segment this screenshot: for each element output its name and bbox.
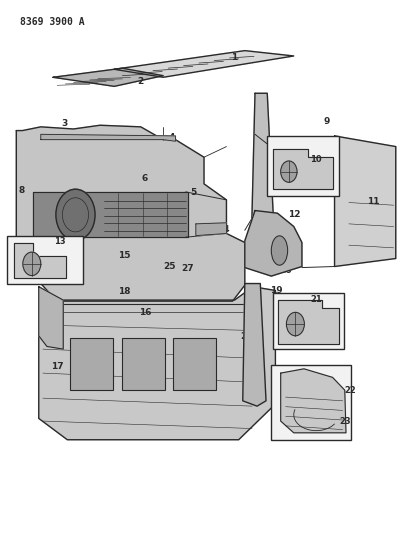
Text: 8: 8 — [18, 186, 24, 195]
Circle shape — [286, 312, 304, 336]
Text: 2: 2 — [137, 77, 144, 86]
Text: 22: 22 — [345, 386, 357, 394]
Text: 24: 24 — [217, 225, 230, 233]
Polygon shape — [14, 243, 66, 278]
Text: 1: 1 — [231, 53, 238, 61]
Text: 14: 14 — [250, 261, 262, 269]
Ellipse shape — [271, 236, 288, 265]
Text: 27: 27 — [182, 264, 194, 273]
Polygon shape — [243, 284, 266, 406]
Circle shape — [281, 161, 297, 182]
Polygon shape — [16, 125, 245, 301]
Text: 18: 18 — [118, 287, 131, 295]
Text: 10: 10 — [310, 156, 322, 164]
Text: 11: 11 — [367, 197, 379, 206]
Polygon shape — [196, 223, 226, 236]
FancyBboxPatch shape — [271, 365, 351, 440]
Bar — [173, 338, 216, 390]
FancyBboxPatch shape — [267, 136, 339, 196]
Polygon shape — [251, 93, 275, 269]
Polygon shape — [33, 192, 188, 237]
Polygon shape — [281, 369, 346, 433]
Text: 12: 12 — [288, 210, 301, 219]
Text: 25: 25 — [163, 262, 175, 271]
Bar — [70, 338, 113, 390]
FancyBboxPatch shape — [273, 293, 344, 349]
Text: 13: 13 — [54, 237, 65, 246]
Text: 16: 16 — [139, 309, 151, 317]
FancyBboxPatch shape — [7, 236, 83, 284]
Polygon shape — [41, 134, 175, 141]
Text: 23: 23 — [339, 417, 351, 425]
Polygon shape — [273, 149, 333, 189]
Polygon shape — [335, 136, 396, 266]
Text: 4: 4 — [168, 133, 175, 142]
Text: 19: 19 — [271, 286, 283, 295]
Polygon shape — [278, 300, 339, 344]
Circle shape — [56, 189, 95, 240]
Text: 8369 3900 A: 8369 3900 A — [20, 17, 85, 27]
Polygon shape — [39, 287, 275, 440]
Text: 3: 3 — [61, 119, 68, 128]
Text: 26: 26 — [279, 266, 292, 275]
Text: 9: 9 — [323, 117, 330, 126]
Text: 20: 20 — [240, 333, 252, 341]
Polygon shape — [114, 51, 294, 77]
Polygon shape — [245, 211, 302, 276]
Text: 15: 15 — [118, 252, 131, 260]
Text: 5: 5 — [191, 189, 197, 197]
Polygon shape — [53, 68, 163, 86]
Bar — [122, 338, 165, 390]
Text: 17: 17 — [51, 362, 63, 371]
Polygon shape — [39, 287, 63, 349]
Text: 21: 21 — [310, 295, 322, 304]
Circle shape — [23, 252, 41, 276]
Text: 6: 6 — [142, 174, 148, 183]
Text: 7: 7 — [97, 205, 103, 213]
